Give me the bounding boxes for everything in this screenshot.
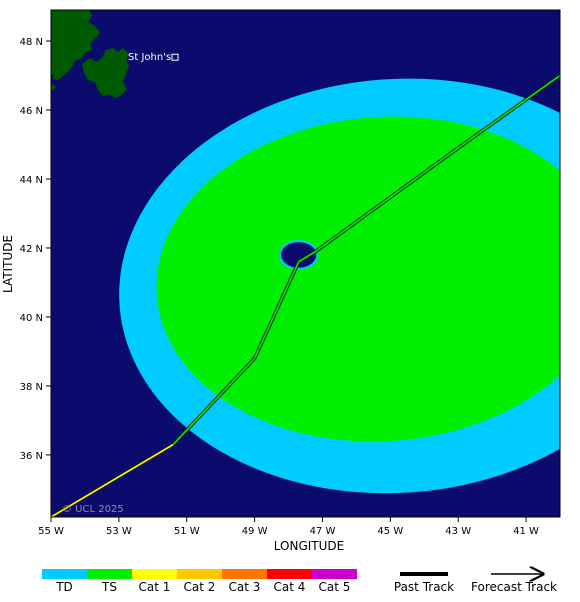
x-tick-label: 43 W	[445, 526, 471, 537]
y-tick-label: 38 N	[20, 382, 43, 393]
x-axis: 55 W 53 W 51 W 49 W 47 W 45 W 43 W 41 W	[38, 517, 539, 537]
x-tick-label: 45 W	[377, 526, 403, 537]
legend-label: TS	[101, 580, 117, 594]
y-tick-label: 46 N	[20, 106, 43, 117]
legend-label: Cat 1	[139, 580, 171, 594]
y-axis: 36 N 38 N 40 N 42 N 44 N 46 N 48 N	[20, 37, 51, 462]
legend-label: Cat 5	[319, 580, 351, 594]
legend-label: Cat 2	[184, 580, 216, 594]
legend-swatch-cat-4	[267, 569, 312, 579]
legend-label: TD	[55, 580, 73, 594]
x-tick-label: 41 W	[513, 526, 539, 537]
wind-field-ts	[156, 116, 560, 442]
category-legend: TD TS Cat 1 Cat 2 Cat 3 Cat 4 Cat 5	[42, 569, 357, 594]
legend-swatch-cat-1	[132, 569, 177, 579]
track-segment	[253, 261, 300, 359]
x-tick-label: 47 W	[310, 526, 336, 537]
legend-swatch-cat-5	[312, 569, 357, 579]
y-axis-title: LATITUDE	[1, 235, 15, 293]
legend-swatch-cat-3	[222, 569, 267, 579]
plot-frame	[50, 9, 561, 518]
y-tick-label: 48 N	[20, 37, 43, 48]
copyright-notice: © UCL 2025	[62, 504, 124, 515]
newfoundland-land	[51, 10, 130, 99]
y-tick-label: 42 N	[20, 244, 43, 255]
y-tick-label: 44 N	[20, 175, 43, 186]
x-tick-label: 53 W	[106, 526, 132, 537]
city-square-icon	[171, 53, 179, 61]
y-tick-label: 40 N	[20, 313, 43, 324]
forecast-track-label: Forecast Track	[471, 580, 557, 594]
track-segment	[315, 147, 459, 253]
track-segment	[51, 443, 174, 517]
x-tick-label: 49 W	[242, 526, 268, 537]
track-legend: Past Track Forecast Track	[394, 574, 557, 594]
city-marker: St John's	[128, 52, 179, 63]
track-segment	[457, 74, 560, 149]
legend-swatch-ts	[87, 569, 132, 579]
storm-eye	[279, 240, 319, 270]
legend-label: Cat 3	[229, 580, 261, 594]
track-segment	[172, 357, 256, 446]
legend-swatch-td	[42, 569, 87, 579]
legend-label: Cat 4	[274, 580, 306, 594]
y-tick-label: 36 N	[20, 451, 43, 462]
track-segment	[298, 250, 317, 263]
city-label-st-johns: St John's	[128, 52, 171, 63]
legend-swatch-cat-2	[177, 569, 222, 579]
x-tick-label: 55 W	[38, 526, 64, 537]
x-axis-title: LONGITUDE	[274, 539, 344, 553]
x-tick-label: 51 W	[174, 526, 200, 537]
past-track-label: Past Track	[394, 580, 454, 594]
